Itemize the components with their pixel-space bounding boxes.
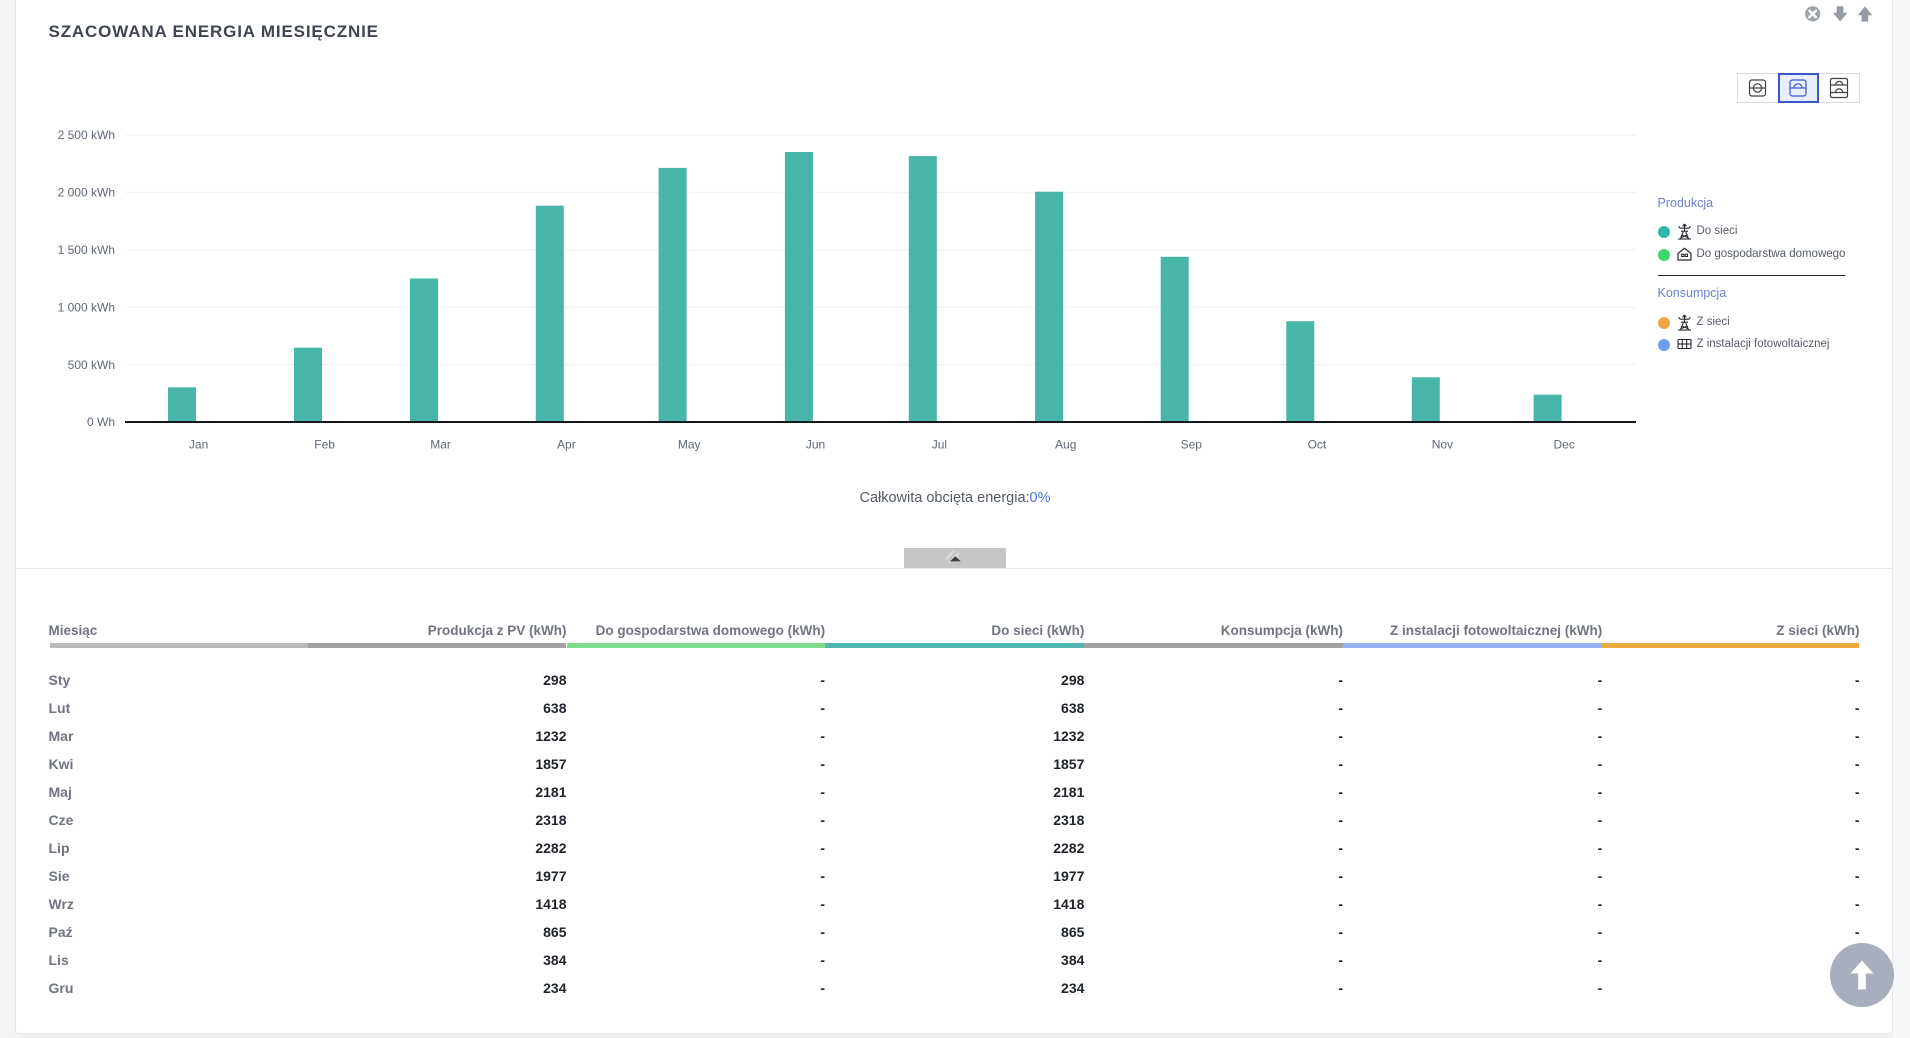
svg-text:1 500 kWh: 1 500 kWh	[58, 243, 115, 257]
svg-text:Mar: Mar	[430, 438, 451, 452]
svg-text:May: May	[678, 438, 701, 452]
svg-text:Aug: Aug	[1055, 438, 1076, 452]
svg-text:1 000 kWh: 1 000 kWh	[58, 300, 115, 314]
svg-text:Feb: Feb	[314, 438, 335, 452]
svg-text:Jun: Jun	[806, 438, 825, 452]
svg-text:Sep: Sep	[1181, 438, 1203, 452]
svg-text:Oct: Oct	[1308, 438, 1327, 452]
svg-text:2 000 kWh: 2 000 kWh	[58, 186, 115, 200]
svg-text:Jan: Jan	[189, 438, 208, 452]
svg-text:500 kWh: 500 kWh	[68, 358, 115, 372]
svg-text:Apr: Apr	[557, 438, 576, 452]
svg-text:Jul: Jul	[932, 438, 947, 452]
svg-text:2 500 kWh: 2 500 kWh	[58, 128, 115, 142]
svg-text:Dec: Dec	[1554, 438, 1575, 452]
svg-text:0 Wh: 0 Wh	[87, 415, 115, 429]
svg-text:Nov: Nov	[1432, 438, 1453, 452]
